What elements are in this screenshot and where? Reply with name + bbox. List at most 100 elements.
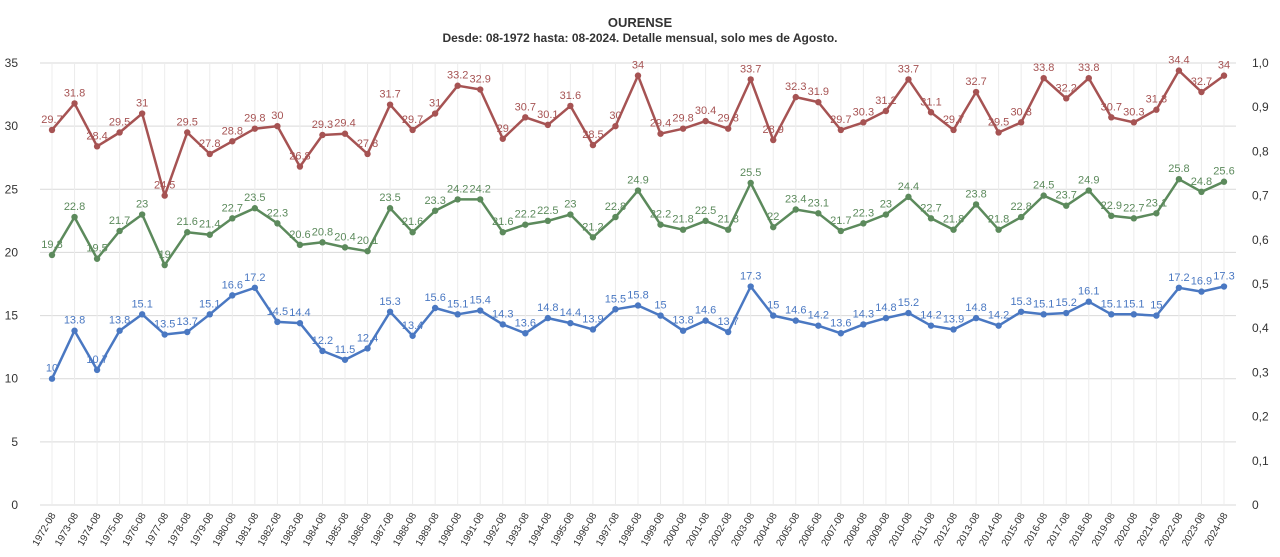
data-point <box>274 318 281 326</box>
data-point <box>296 241 304 249</box>
data-label: 21.6 <box>492 216 513 228</box>
data-label: 30.7 <box>515 101 536 113</box>
data-label: 31 <box>136 98 148 110</box>
data-point <box>1063 95 1070 102</box>
data-label: 15.5 <box>605 293 626 305</box>
data-label: 14.4 <box>560 307 581 319</box>
data-label: 29.7 <box>402 114 423 126</box>
data-label: 15 <box>1150 300 1162 312</box>
data-point <box>1153 106 1160 113</box>
data-point <box>1017 119 1025 126</box>
data-label: 16.6 <box>222 279 243 291</box>
y-tick-label: 20 <box>5 245 19 259</box>
y2-tick-label: 0,7 <box>1252 189 1269 203</box>
data-point <box>251 284 259 291</box>
data-label: 15.1 <box>1123 298 1144 310</box>
data-label: 14.8 <box>965 302 986 314</box>
data-point <box>48 375 56 382</box>
data-point <box>229 215 236 222</box>
data-point <box>1198 88 1205 96</box>
data-label: 21.2 <box>582 221 603 233</box>
y-tick-label: 25 <box>5 182 19 196</box>
data-label: 15.1 <box>131 298 152 310</box>
data-label: 34 <box>632 60 644 72</box>
data-label: 21.8 <box>943 214 964 226</box>
data-point <box>567 319 574 327</box>
data-point <box>905 76 912 83</box>
y-tick-label: 0 <box>11 498 18 512</box>
data-point <box>1085 74 1092 82</box>
data-label: 24.2 <box>470 183 491 195</box>
data-point <box>860 119 867 126</box>
data-label: 22.2 <box>515 209 536 221</box>
data-label: 13.6 <box>830 317 851 329</box>
data-point <box>634 302 642 309</box>
data-point <box>679 327 687 334</box>
data-point <box>702 217 709 225</box>
data-label: 23 <box>136 199 148 211</box>
data-label: 20.4 <box>334 231 355 243</box>
data-label: 31.7 <box>379 89 400 101</box>
data-point <box>1153 312 1160 319</box>
data-point <box>138 311 146 318</box>
y-tick-label: 10 <box>5 372 19 386</box>
data-label: 13.6 <box>515 317 536 329</box>
data-point <box>1220 178 1228 185</box>
data-label: 31.6 <box>560 90 581 102</box>
data-point <box>206 231 213 238</box>
data-point <box>589 234 597 241</box>
data-point <box>477 86 484 93</box>
data-point <box>770 312 777 319</box>
data-label: 29 <box>497 123 509 135</box>
y2-tick-label: 1,0 <box>1252 56 1269 70</box>
data-point <box>927 215 935 222</box>
data-label: 17.2 <box>1168 272 1189 284</box>
data-label: 19.8 <box>41 239 62 251</box>
data-point <box>116 129 123 136</box>
data-label: 21.8 <box>672 214 693 226</box>
data-label: 15.3 <box>379 296 400 308</box>
data-point <box>792 93 799 101</box>
data-point <box>454 311 461 318</box>
data-label: 21.6 <box>402 216 423 228</box>
data-point <box>184 328 191 336</box>
data-label: 22.8 <box>64 201 85 213</box>
data-point <box>679 226 687 233</box>
data-label: 34 <box>1218 60 1230 72</box>
data-label: 34.4 <box>1168 55 1189 67</box>
data-point <box>567 102 574 110</box>
data-label: 15 <box>767 300 779 312</box>
data-label: 25.8 <box>1168 163 1189 175</box>
data-point <box>1175 284 1183 291</box>
data-label: 24.5 <box>1033 180 1054 192</box>
data-point <box>161 331 168 338</box>
data-point <box>1130 119 1138 126</box>
data-point <box>274 220 281 227</box>
data-point <box>431 110 439 117</box>
data-point <box>319 347 326 355</box>
data-point <box>770 223 777 231</box>
data-label: 23.1 <box>1146 197 1167 209</box>
y-tick-label: 30 <box>5 119 19 133</box>
data-label: 30 <box>609 110 621 122</box>
data-label: 29.3 <box>312 119 333 131</box>
data-label: 28.9 <box>763 124 784 136</box>
data-point <box>972 88 980 96</box>
data-label: 24.9 <box>1078 175 1099 187</box>
data-point <box>341 356 349 363</box>
data-point <box>161 261 168 269</box>
data-point <box>1220 72 1228 79</box>
data-label: 31.9 <box>808 86 829 98</box>
data-point <box>837 330 845 337</box>
data-point <box>386 205 394 212</box>
data-point <box>1017 308 1025 315</box>
data-point <box>589 326 597 333</box>
data-point <box>1063 202 1070 209</box>
data-point <box>950 226 957 233</box>
data-label: 22.3 <box>267 207 288 219</box>
data-label: 21.6 <box>177 216 198 228</box>
data-label: 29.7 <box>830 114 851 126</box>
data-point <box>341 244 349 251</box>
